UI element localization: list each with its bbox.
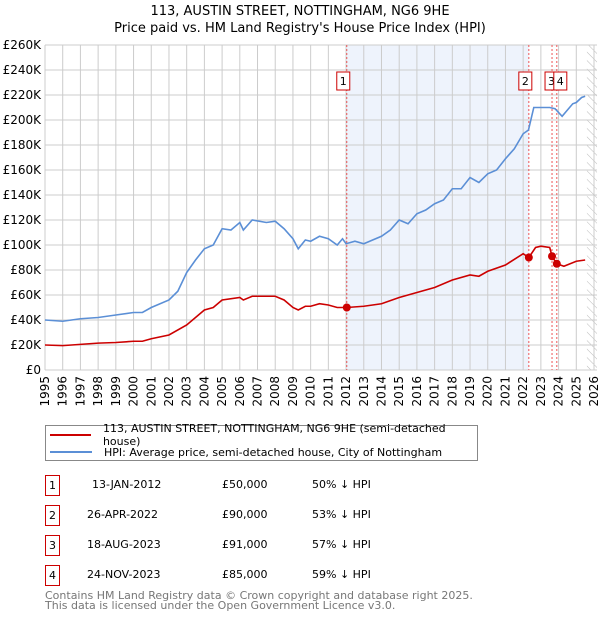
x-tick-label: 2018 [445, 376, 459, 407]
x-tick-label: 2000 [127, 376, 141, 407]
x-tick-label: 2023 [534, 376, 548, 407]
x-tick-label: 2004 [197, 376, 211, 407]
y-tick-label: £260K [3, 38, 43, 52]
footer-line: Contains HM Land Registry data © Crown c… [45, 589, 473, 602]
x-tick-label: 2025 [569, 376, 583, 407]
y-tick-label: £180K [3, 138, 43, 152]
sale-row: 4 24-NOV-2023 £85,000 59% ↓ HPI [45, 565, 445, 586]
y-tick-label: £20K [10, 338, 42, 352]
y-tick-label: £140K [3, 188, 43, 202]
sale-price: £91,000 [222, 538, 268, 551]
sale-date: 13-JAN-2012 [92, 478, 162, 491]
x-tick-label: 2022 [516, 376, 530, 407]
shaded-period [346, 45, 529, 370]
y-tick-label: £100K [3, 238, 43, 252]
series-line [44, 245, 586, 347]
x-tick-label: 2010 [304, 376, 318, 407]
sale-row: 3 18-AUG-2023 £91,000 57% ↓ HPI [45, 535, 445, 556]
x-tick-label: 2014 [374, 376, 388, 407]
footer-line: This data is licensed under the Open Gov… [45, 599, 396, 612]
y-tick-label: £60K [10, 288, 42, 302]
sale-price: £90,000 [222, 508, 268, 521]
legend-item-property: 113, AUSTIN STREET, NOTTINGHAM, NG6 9HE … [46, 422, 477, 448]
sale-row: 1 13-JAN-2012 £50,000 50% ↓ HPI [45, 475, 445, 496]
sale-hpi-diff: 59% ↓ HPI [312, 568, 371, 581]
x-tick-label: 2026 [587, 376, 600, 407]
series-line [44, 95, 586, 323]
x-tick-label: 2005 [215, 376, 229, 407]
sale-marker-box [336, 71, 351, 91]
legend-swatch-red [50, 434, 91, 436]
y-tick-label: £80K [10, 263, 42, 277]
y-tick-label: £40K [10, 313, 42, 327]
x-tick-label: 1995 [38, 376, 52, 407]
x-tick-label: 2007 [251, 376, 265, 407]
legend-item-hpi: HPI: Average price, semi-detached house,… [46, 444, 442, 460]
x-tick-label: 2011 [321, 376, 335, 407]
sale-price: £85,000 [222, 568, 268, 581]
x-tick-label: 2017 [428, 376, 442, 407]
sale-marker-box [518, 71, 533, 91]
sale-hpi-diff: 50% ↓ HPI [312, 478, 371, 491]
x-tick-label: 2009 [286, 376, 300, 407]
x-tick-label: 1998 [91, 376, 105, 407]
sale-date: 26-APR-2022 [87, 508, 159, 521]
y-tick-label: £160K [3, 163, 43, 177]
x-tick-label: 2006 [233, 376, 247, 407]
x-tick-label: 2024 [552, 376, 566, 407]
x-tick-label: 2016 [410, 376, 424, 407]
legend-swatch-blue [50, 451, 92, 453]
x-tick-label: 2021 [498, 376, 512, 407]
sale-date: 24-NOV-2023 [87, 568, 161, 581]
y-tick-label: £240K [3, 63, 43, 77]
sale-date: 18-AUG-2023 [87, 538, 161, 551]
sale-marker-label: 3 [548, 75, 555, 88]
plot-area: 1995 1996 1997 1998 1999 2000 2001 2002 2003 2004… [3, 38, 600, 407]
y-tick-label: £120K [3, 213, 43, 227]
sale-point [342, 303, 351, 312]
x-tick-label: 2019 [463, 376, 477, 407]
x-tick-label: 2008 [268, 376, 282, 407]
legend-label: 113, AUSTIN STREET, NOTTINGHAM, NG6 9HE … [102, 422, 446, 448]
sale-price: £50,000 [222, 478, 268, 491]
sale-point [524, 253, 533, 262]
x-tick-label: 2003 [180, 376, 194, 407]
sale-point [552, 259, 561, 268]
x-tick-label: 2015 [392, 376, 406, 407]
sale-number: 1 [45, 475, 60, 496]
chart-subtitle: Price paid vs. HM Land Registry's House … [114, 21, 486, 36]
sale-marker-label: 2 [522, 75, 529, 88]
x-tick-label: 2001 [144, 376, 158, 407]
sale-number: 2 [45, 505, 60, 526]
x-tick-label: 2012 [339, 376, 353, 407]
sale-hpi-diff: 53% ↓ HPI [312, 508, 371, 521]
x-tick-label: 1997 [73, 376, 87, 407]
sale-hpi-diff: 57% ↓ HPI [312, 538, 371, 551]
legend-label: HPI: Average price, semi-detached house,… [104, 445, 443, 459]
x-tick-label: 1999 [109, 376, 123, 407]
y-tick-label: £0 [26, 363, 41, 377]
footer: Contains HM Land Registry data © Crown c… [45, 589, 473, 612]
forecast-hatch [586, 45, 597, 370]
sale-row: 2 26-APR-2022 £90,000 53% ↓ HPI [45, 505, 445, 526]
x-tick-label: 2002 [162, 376, 176, 407]
sale-marker-box [553, 71, 568, 91]
sale-point [548, 252, 557, 261]
x-tick-label: 1996 [56, 376, 70, 407]
sale-marker-label: 4 [557, 75, 564, 88]
sale-number: 3 [45, 535, 60, 556]
x-tick-label: 2020 [481, 376, 495, 407]
x-tick-label: 2013 [357, 376, 371, 407]
sale-marker-label: 1 [340, 75, 347, 88]
legend: 113, AUSTIN STREET, NOTTINGHAM, NG6 9HE … [45, 422, 478, 461]
sale-number: 4 [45, 565, 60, 586]
y-tick-label: £220K [3, 88, 43, 102]
chart-title: 113, AUSTIN STREET, NOTTINGHAM, NG6 9HE [150, 4, 450, 19]
y-tick-label: £200K [3, 113, 43, 127]
